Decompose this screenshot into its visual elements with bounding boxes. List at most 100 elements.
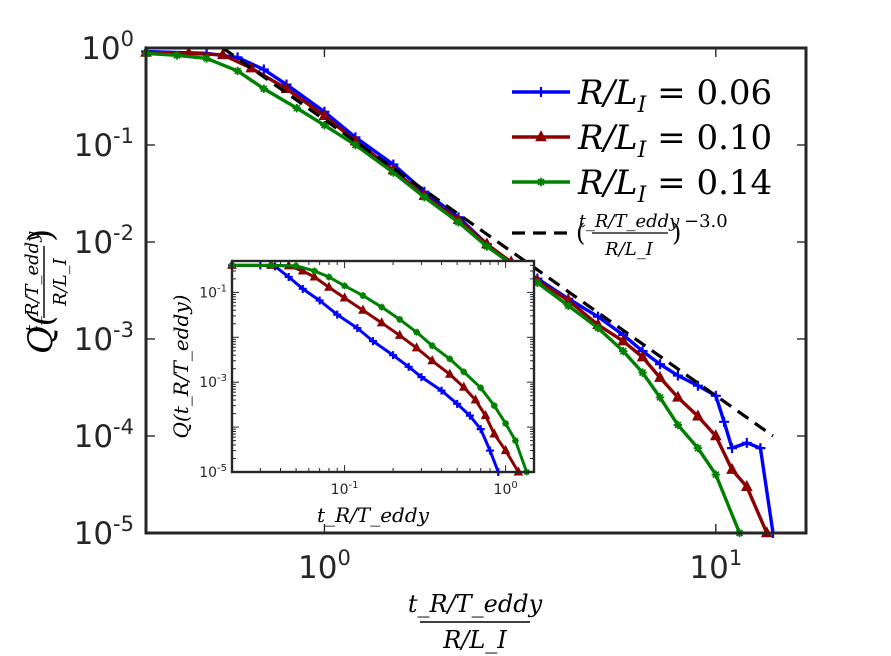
data-point-s2-20-core [695,445,701,451]
inset-data-point-s1-5 [324,281,334,291]
x-axis-label-numerator: t_R/T_eddy [408,590,543,618]
data-point-s2-1-core [174,52,180,59]
inset-data-point-s2-14-core [492,403,497,408]
inset-background [232,261,534,472]
inset-data-point-s0-10 [404,362,413,371]
data-point-s2-6-core [321,122,328,128]
inset-plot: 10-1 100 10-1 10-3 10-5 t_R/T_eddy Q(t_R/T_edd… [169,259,536,527]
inset-data-point-s0-6 [333,310,342,319]
legend-label-1: R/LI = 0.10 [577,118,772,163]
inset-data-point-s2-1-core [268,263,274,268]
inset-y-tick-label: 10-3 [199,373,227,391]
legend-ref-numerator: t_R/T_eddy [579,211,681,232]
x-tick-label: 101 [689,546,742,586]
inset-data-point-s2-2-core [293,263,299,269]
legend-ref-paren-open: ( [576,219,585,247]
data-point-s1-17 [654,370,666,382]
y-axis-label-numerator: t_R/T_eddy [22,231,43,333]
main-axes-box [144,46,808,535]
data-point-s2-16-core [620,348,626,354]
data-point-s2-18-core [657,394,663,401]
y-axis-label-denominator: R/L_I [50,257,71,307]
data-point-s2-7-core [352,142,359,148]
inset-data-point-s0-13 [453,399,462,408]
inset-data-point-s1-9 [394,329,405,339]
x-axis-label-denominator: R/L_I [442,626,507,654]
inset-data-point-s1-4 [309,271,320,281]
y-tick-label: 10-2 [74,221,134,261]
data-point-s0-17 [654,359,665,370]
legend-ref-paren-close: ) [672,219,681,247]
inset-data-point-s0-4 [298,284,307,293]
y-tick-label: 10-3 [74,318,134,358]
legend-marker-0 [536,87,546,97]
data-point-s1-18 [672,390,684,402]
data-point-s2-13-core [534,280,541,286]
legend-label-2: R/LI = 0.14 [577,163,772,208]
legend-marker-2-core [538,179,544,185]
inset-data-point-s2-11-core [447,356,452,362]
y-tick-label: 100 [81,27,134,67]
data-point-s2-14-core [565,303,572,309]
inset-data-point-s2-4-core [326,274,332,280]
inset-data-point-s1-3 [297,265,308,275]
inset-data-point-s2-6-core [360,293,366,298]
x-tick-label: 100 [298,546,351,586]
data-point-s0-3 [258,64,269,75]
inset-data-point-s1-11 [427,355,438,365]
inset-data-point-s2-13-core [478,385,483,391]
inset-data-point-s2-3-core [312,268,317,274]
data-point-s2-11-core [484,243,490,250]
inset-data-point-s1-6 [339,292,350,302]
legend-marker-1 [535,130,547,142]
y-axis-label-paren-close: ) [21,229,61,242]
data-point-s2-17-core [639,369,646,376]
inset-data-point-s1-8 [376,317,387,327]
inset-data-point-s0-15 [476,425,485,434]
inset-data-point-s0-8 [368,337,377,346]
data-point-s0-22 [727,443,738,454]
inset-data-point-s0-14 [465,411,474,420]
inset-data-point-s0-7 [353,324,362,333]
data-point-s1-22 [740,479,753,491]
data-point-s0-19 [692,380,703,391]
data-point-s1-16 [636,350,649,362]
data-point-s1-15 [617,334,630,346]
inset-y-tick-label: 10-1 [199,283,227,301]
inset-data-point-s2-9-core [414,329,419,335]
data-point-s2-9-core [421,194,428,200]
y-axis-label: Q(t_R/T_eddy R/L_I) [21,229,71,354]
data-point-s0-18 [672,370,683,381]
inset-data-point-s2-16-core [513,438,518,443]
reference-line [221,46,774,438]
inset-data-point-s1-14 [470,394,481,404]
data-point-s2-15-core [595,325,601,331]
inset-data-point-s2-8-core [397,317,402,322]
inset-data-point-s1-10 [411,342,422,352]
main-plot: 100 101 100 10-1 10-2 10-3 10-4 10-5 R/LI = 0.06… [21,27,808,654]
y-tick-label: 10-5 [74,512,134,552]
data-point-s1-21 [726,462,738,474]
legend-ref-exponent: −3.0 [684,211,728,232]
inset-data-point-s0-5 [315,296,324,305]
inset-data-point-s2-15-core [503,421,508,426]
legend-ref-denominator: R/L_I [604,239,654,260]
inset-data-point-s2-5-core [342,283,347,289]
data-point-s2-5-core [294,105,300,111]
inset-data-point-s0-11 [417,373,426,382]
inset-x-axis-label: t_R/T_eddy [317,503,430,527]
data-point-s2-2-core [203,55,210,62]
inset-data-point-s1-7 [358,304,368,314]
inset-x-tick-label: 10-1 [331,480,359,498]
inset-data-point-s0-9 [389,351,398,360]
data-point-s2-3-core [234,68,241,74]
inset-data-point-s0-12 [437,386,446,395]
y-axis-label-q: Q( [21,312,61,354]
inset-data-point-s1-15 [480,409,491,420]
inset-series-line-0 [232,263,500,473]
data-point-s0-24 [755,443,766,454]
data-point-s2-10-core [455,219,462,225]
y-tick-label: 10-1 [74,124,134,164]
inset-y-axis-label: Q(t_R/T_eddy) [169,295,193,439]
